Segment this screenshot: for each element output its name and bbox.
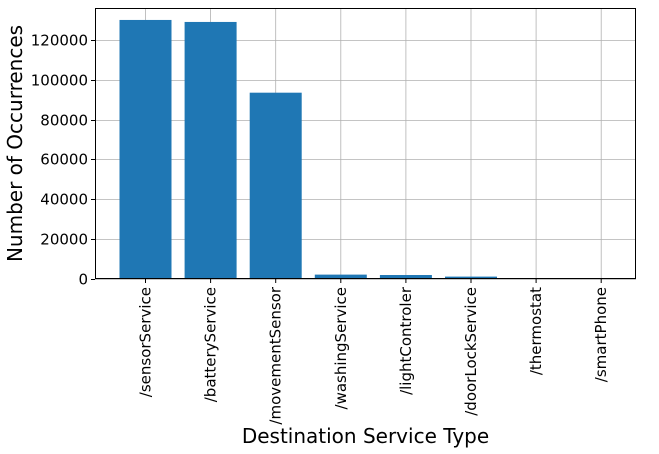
y-tick-label: 120000 — [31, 32, 88, 50]
x-tick-label: /washingService — [332, 287, 350, 409]
grid — [95, 8, 636, 280]
bar — [119, 19, 172, 280]
y-tick-label: 20000 — [40, 231, 88, 249]
bar — [249, 92, 302, 279]
x-tick-label: /sensorService — [137, 287, 155, 397]
x-tick-label: /doorLockService — [462, 287, 480, 416]
bar — [314, 274, 367, 279]
x-tick-label: /smartPhone — [592, 287, 610, 382]
bars — [119, 19, 628, 280]
x-tick-label: /batteryService — [202, 287, 220, 402]
y-tick-label: 60000 — [40, 151, 88, 169]
x-tick-label: /lightControler — [397, 286, 415, 395]
bar — [184, 21, 237, 280]
bar — [445, 276, 497, 279]
bar — [379, 275, 432, 279]
y-tick-label: 100000 — [31, 72, 88, 90]
x-tick-label: /movementSensor — [267, 286, 285, 424]
x-axis-label: Destination Service Type — [242, 424, 489, 448]
ticks: 0 20000 40000 60000 80000 100000 120000/sensor… — [31, 32, 610, 425]
y-tick-label: 80000 — [40, 112, 88, 130]
plot-frame — [95, 8, 636, 279]
x-tick-label: /thermostat — [527, 287, 545, 375]
y-tick-label: 0 — [78, 271, 88, 289]
y-tick-label: 40000 — [40, 191, 88, 209]
y-axis-label: Number of Occurrences — [3, 25, 27, 262]
